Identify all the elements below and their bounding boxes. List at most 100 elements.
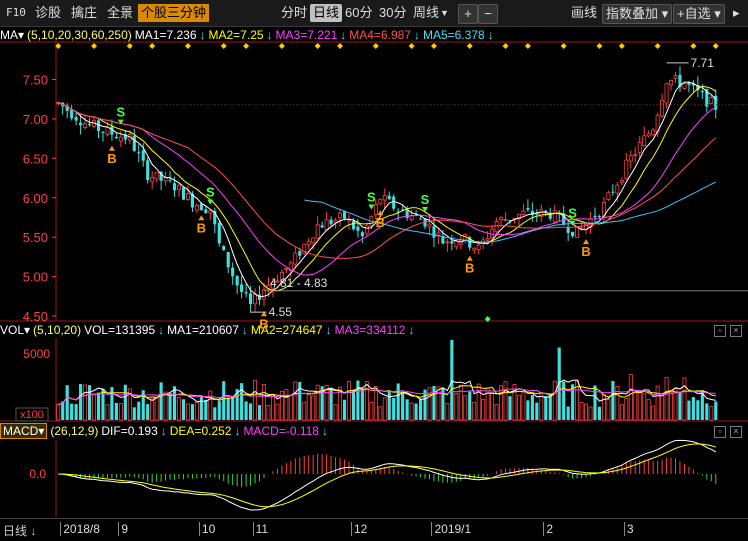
candle-body [302, 243, 307, 254]
volume-bar [293, 381, 298, 421]
volume-bar [270, 395, 275, 421]
period-tab-daily[interactable]: 日线 [310, 4, 343, 22]
sell-arrow-icon [368, 204, 375, 210]
candle-body [687, 82, 691, 85]
period-tab-60min[interactable]: 60分 [345, 5, 373, 20]
period-tab-intraday[interactable]: 分时 [281, 5, 308, 20]
volume-bar [168, 393, 172, 420]
volume-bar [584, 403, 589, 421]
buy-arrow-icon [377, 210, 384, 216]
buy-arrow-icon [108, 145, 115, 151]
volume-bar [673, 388, 678, 421]
candle-body [552, 210, 557, 223]
macd-trend-arrow-icon: ↓ [321, 424, 328, 438]
zoom-in-button[interactable]: + [458, 4, 478, 24]
macd-panel-close-icon[interactable]: × [730, 426, 742, 438]
volume-bar [347, 381, 351, 421]
diagnose-button[interactable]: 诊股 [35, 5, 62, 20]
volume-bar [127, 388, 132, 421]
month-label: 2 [543, 522, 553, 536]
candle-body [664, 83, 669, 104]
candle-body [83, 123, 88, 129]
draw-line-button[interactable]: 画线 [571, 5, 598, 20]
index-overlay-button[interactable]: 指数叠加 ▾ [602, 4, 673, 24]
volume-bar [311, 395, 316, 421]
ma-indicator-name[interactable]: MA▾ [0, 28, 25, 42]
period-dropdown-icon[interactable]: ▼ [440, 8, 449, 18]
price-tick-label: 7.00 [23, 112, 48, 127]
candle-body [423, 218, 427, 227]
sell-signal: S [117, 105, 126, 120]
volume-bar [194, 402, 199, 421]
zoom-out-button[interactable]: − [478, 4, 498, 24]
volume-bar [181, 399, 186, 420]
volume-bar [503, 381, 508, 421]
volume-bar [633, 389, 638, 421]
vol-panel-close-icon[interactable]: × [730, 325, 742, 337]
period-tab-30min[interactable]: 30分 [379, 5, 407, 20]
more-arrow-icon[interactable]: ▸ [733, 5, 740, 20]
volume-bar [382, 397, 387, 421]
volume-bar [696, 400, 700, 420]
low-annotation: 4.55 [269, 305, 293, 319]
candle-body [257, 294, 262, 300]
volume-bar [606, 398, 611, 421]
top-marker-icon [596, 43, 603, 49]
price-axis: 7.50 7.00 6.50 6.00 5.50 5.00 4.50 [23, 72, 56, 324]
top-marker-icon [466, 43, 473, 49]
macd-trend-arrow-icon: ↓ [160, 424, 167, 438]
top-marker-icon [314, 43, 321, 49]
top-marker-icon [502, 43, 509, 49]
top-marker-icon [408, 43, 415, 49]
ma-value-4: MA5=6.378 [422, 28, 485, 42]
macd-indicator-name[interactable]: MACD▾ [0, 423, 48, 439]
snipe-button[interactable]: 擒庄 [71, 5, 98, 20]
candle-body [387, 195, 391, 200]
period-tab-weekly[interactable]: 周线 [413, 5, 440, 20]
candle-body [172, 183, 177, 191]
candle-body [499, 217, 504, 221]
volume-unit-box [15, 407, 49, 422]
add-watchlist-button[interactable]: +自选 ▾ [673, 4, 725, 24]
volume-bar [163, 391, 168, 421]
volume-bar [535, 402, 539, 420]
macd-panel-restore-icon[interactable]: ▫ [714, 426, 726, 438]
volume-bar [463, 395, 468, 421]
volume-bar [56, 404, 61, 421]
candle-body [516, 213, 521, 220]
candle-body [392, 196, 396, 209]
volume-bar [315, 384, 320, 421]
candle-body [74, 117, 78, 121]
fullview-button[interactable]: 全景 [107, 5, 134, 20]
vol-panel-restore-icon[interactable]: ▫ [714, 325, 726, 337]
volume-bar [678, 392, 682, 420]
macd-dif-line [58, 439, 717, 511]
stock-3min-button[interactable]: 个股三分钟 [138, 4, 210, 22]
period-indicator[interactable]: 日线 ↓ [3, 522, 36, 539]
volume-bar [669, 391, 673, 421]
volume-bar [664, 377, 669, 421]
top-marker-icon [712, 43, 719, 49]
vol-indicator-name[interactable]: VOL▾ [0, 323, 31, 337]
top-marker-icon [243, 43, 250, 49]
volume-bar [476, 383, 481, 421]
sell-arrow-icon [207, 199, 214, 205]
macd-panel [58, 439, 717, 511]
vol-trend-arrow-icon: ↓ [158, 323, 165, 337]
volume-bar [405, 399, 409, 420]
volume-bar [445, 403, 450, 421]
candle-body [508, 220, 512, 222]
volume-bar [566, 406, 570, 420]
volume-bar [298, 382, 302, 420]
candle-body [226, 252, 230, 268]
candle-body [311, 237, 316, 244]
volume-bar [597, 406, 602, 420]
f10-button[interactable]: F10 [6, 6, 26, 19]
sell-signal: S [206, 185, 215, 200]
buy-signal: B [376, 215, 385, 230]
kline-chart[interactable]: 7.507.006.506.005.505.004.50 SBSBBSBSBSB… [0, 0, 748, 518]
buy-signal: B [259, 316, 268, 331]
volume-bar [253, 380, 258, 421]
macd-zero-label: 0.0 [29, 467, 46, 481]
vol-value-3: MA3=334112 [334, 323, 406, 337]
